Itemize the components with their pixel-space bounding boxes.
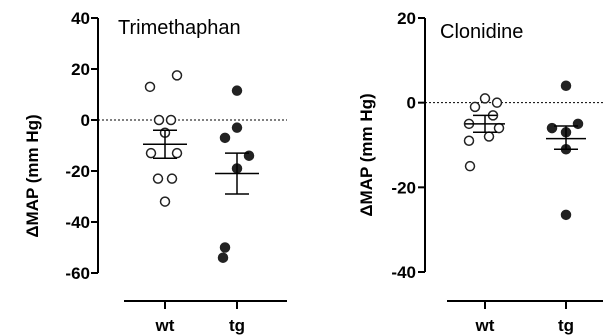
x-tick-label-tg: tg — [229, 316, 245, 335]
data-point-open — [171, 70, 183, 81]
data-point-open — [463, 135, 475, 147]
data-point-open — [166, 173, 178, 184]
data-point-filled — [572, 118, 584, 130]
data-point-filled — [231, 122, 243, 133]
data-point-filled — [217, 252, 229, 263]
data-point-filled — [560, 209, 572, 221]
chart-clonidine: Clonidine ΔMAP (mm Hg) wt tg 20 0 -20 -40 — [357, 9, 603, 335]
y-tick-label: 0 — [81, 111, 90, 130]
data-point-filled — [219, 242, 231, 253]
data-point-open — [159, 196, 171, 207]
chart-title: Trimethaphan — [118, 17, 241, 39]
data-point-filled — [546, 122, 558, 134]
chart-trimethaphan: Trimethaphan ΔMAP (mm Hg) wt tg 40 20 0 -20… — [23, 9, 287, 335]
data-point-open — [479, 93, 491, 104]
x-tick-label-tg: tg — [558, 316, 574, 335]
data-point-open — [145, 147, 157, 159]
data-point-filled — [219, 132, 231, 144]
data-point-open — [483, 131, 495, 142]
data-point-open — [469, 101, 481, 113]
data-point-open — [493, 122, 505, 134]
data-point-open — [464, 160, 476, 172]
y-tick-label: 0 — [407, 94, 416, 113]
y-tick-label: 20 — [397, 9, 416, 28]
y-axis-label: ΔMAP (mm Hg) — [357, 93, 376, 216]
data-point-filled — [560, 80, 572, 91]
y-tick-label: -20 — [391, 178, 416, 197]
data-point-open — [152, 173, 164, 184]
y-tick-label: -60 — [65, 264, 90, 283]
data-point-open — [171, 147, 183, 159]
y-tick-label: -40 — [391, 263, 416, 282]
data-point-open — [491, 97, 503, 108]
y-tick-label: 40 — [71, 9, 90, 28]
x-tick-label-wt: wt — [155, 316, 175, 335]
x-tick-label-wt: wt — [475, 316, 495, 335]
y-tick-label: 20 — [71, 60, 90, 79]
data-point-open — [144, 81, 156, 93]
data-point-open — [153, 114, 165, 126]
y-tick-label: -40 — [65, 213, 90, 232]
data-point-filled — [231, 85, 243, 96]
data-point-open — [165, 114, 177, 126]
y-tick-label: -20 — [65, 162, 90, 181]
y-axis-label: ΔMAP (mm Hg) — [23, 114, 42, 237]
chart-title: Clonidine — [440, 21, 523, 43]
